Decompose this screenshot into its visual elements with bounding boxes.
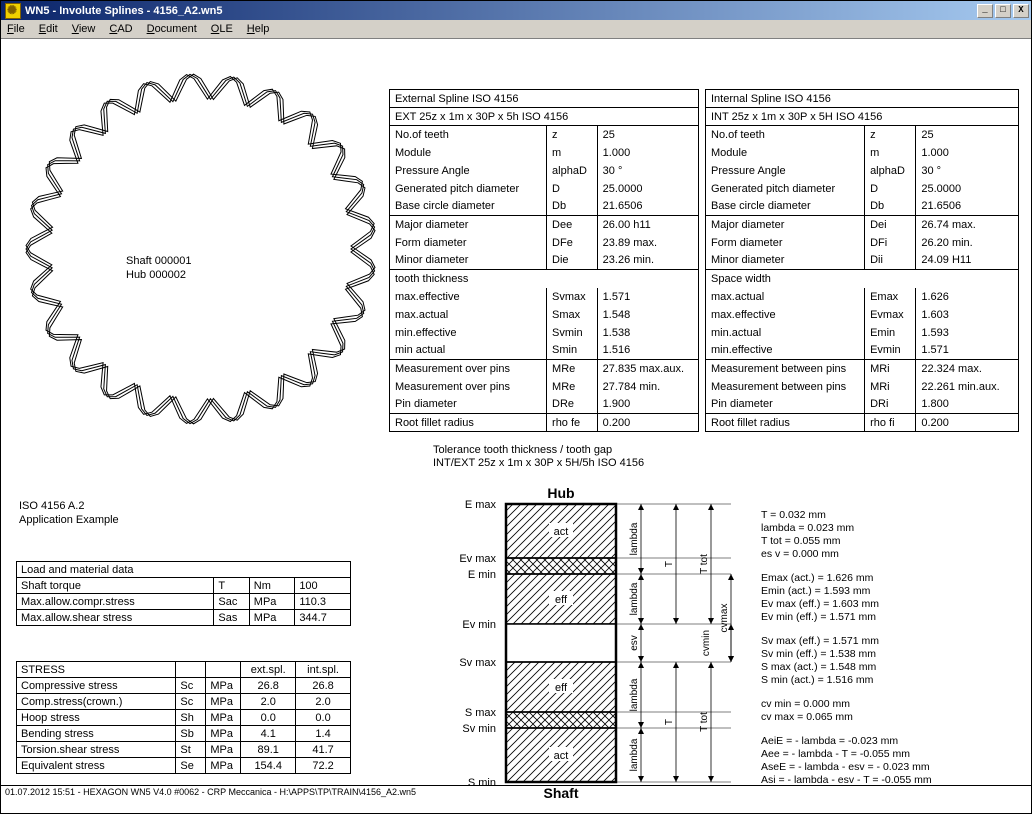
svg-text:esv: esv (629, 635, 640, 651)
svg-text:lambda: lambda (629, 582, 640, 615)
content-area: Shaft 000001 Hub 000002 ISO 4156 A.2 App… (1, 39, 1031, 799)
svg-text:E min: E min (468, 569, 496, 581)
shaft-label: Shaft 000001 (126, 255, 191, 267)
menu-view[interactable]: View (72, 23, 96, 35)
close-button[interactable]: X (1013, 4, 1029, 18)
spline-drawing: Shaft 000001 Hub 000002 (21, 49, 381, 449)
external-spline-table: External Spline ISO 4156EXT 25z x 1m x 3… (389, 89, 699, 432)
svg-text:T tot: T tot (699, 554, 710, 574)
svg-text:eff: eff (555, 682, 568, 694)
svg-text:act: act (554, 526, 569, 538)
svg-text:lambda: lambda (629, 522, 640, 555)
svg-text:Sv min: Sv min (462, 723, 496, 735)
svg-text:Sv max: Sv max (459, 657, 496, 669)
svg-text:T: T (664, 719, 675, 725)
iso-label: ISO 4156 A.2 Application Example (19, 499, 119, 527)
svg-text:E max: E max (465, 499, 497, 511)
svg-text:Hub: Hub (547, 485, 574, 501)
stress-table: STRESS ext.spl. int.spl. Compressive str… (16, 661, 351, 774)
svg-text:eff: eff (555, 594, 568, 606)
menubar: File Edit View CAD Document OLE Help (1, 20, 1031, 39)
app-icon (5, 3, 21, 19)
statusbar: 01.07.2012 15:51 - HEXAGON WN5 V4.0 #006… (1, 785, 1031, 799)
load-table: Load and material data Shaft torqueTNm10… (16, 561, 351, 626)
svg-text:lambda: lambda (629, 738, 640, 771)
maximize-button[interactable]: □ (995, 4, 1011, 18)
svg-text:act: act (554, 750, 569, 762)
svg-text:T: T (664, 561, 675, 567)
svg-text:T tot: T tot (699, 712, 710, 732)
menu-file[interactable]: File (7, 23, 25, 35)
menu-edit[interactable]: Edit (39, 23, 58, 35)
svg-text:cvmin: cvmin (701, 630, 712, 656)
tolerance-title: Tolerance tooth thickness / tooth gap IN… (433, 444, 644, 470)
menu-document[interactable]: Document (147, 23, 197, 35)
svg-text:lambda: lambda (629, 678, 640, 711)
hub-label: Hub 000002 (126, 269, 186, 281)
internal-spline-table: Internal Spline ISO 4156INT 25z x 1m x 3… (705, 89, 1019, 432)
menu-help[interactable]: Help (247, 23, 270, 35)
tolerance-figure: acteffeffactHubShaftE maxEv maxE minEv m… (421, 484, 741, 804)
menu-cad[interactable]: CAD (109, 23, 132, 35)
menu-ole[interactable]: OLE (211, 23, 233, 35)
svg-text:Ev max: Ev max (459, 553, 496, 565)
svg-text:Ev min: Ev min (462, 619, 496, 631)
minimize-button[interactable]: _ (977, 4, 993, 18)
tolerance-values: T = 0.032 mmlambda = 0.023 mmT tot = 0.0… (761, 509, 932, 798)
titlebar: WN5 - Involute Splines - 4156_A2.wn5 _ □… (1, 1, 1031, 20)
window-title: WN5 - Involute Splines - 4156_A2.wn5 (25, 5, 222, 17)
svg-text:cvmax: cvmax (719, 604, 730, 633)
svg-text:S max: S max (465, 707, 497, 719)
